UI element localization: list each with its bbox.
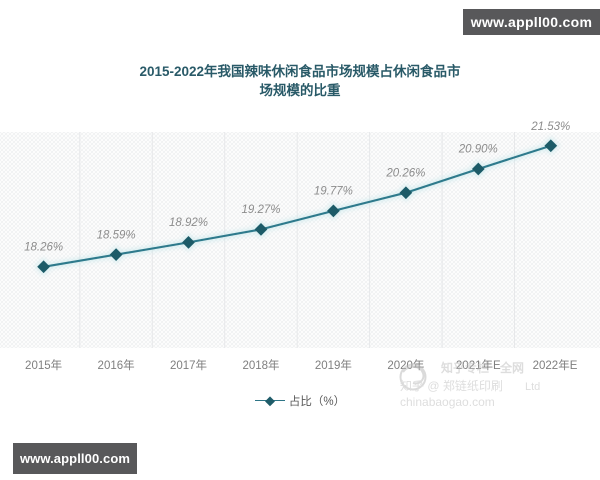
svg-text:全网: 全网 [499,360,524,375]
svg-text:20.26%: 20.26% [385,167,425,179]
svg-text:18.59%: 18.59% [97,229,136,241]
svg-text:19.27%: 19.27% [241,204,280,216]
svg-text:知乎专栏: 知乎专栏 [440,360,489,375]
svg-text:Ltd: Ltd [525,381,540,393]
svg-text:18.26%: 18.26% [24,242,63,254]
svg-text:19.77%: 19.77% [314,186,353,198]
svg-text:知乎 @ 郑链纸印刷: 知乎 @ 郑链纸印刷 [400,378,503,393]
svg-text:chinabaogao.com: chinabaogao.com [400,395,495,409]
svg-text:21.53%: 21.53% [530,121,570,133]
svg-text:20.90%: 20.90% [458,144,498,156]
svg-text:18.92%: 18.92% [169,217,208,229]
